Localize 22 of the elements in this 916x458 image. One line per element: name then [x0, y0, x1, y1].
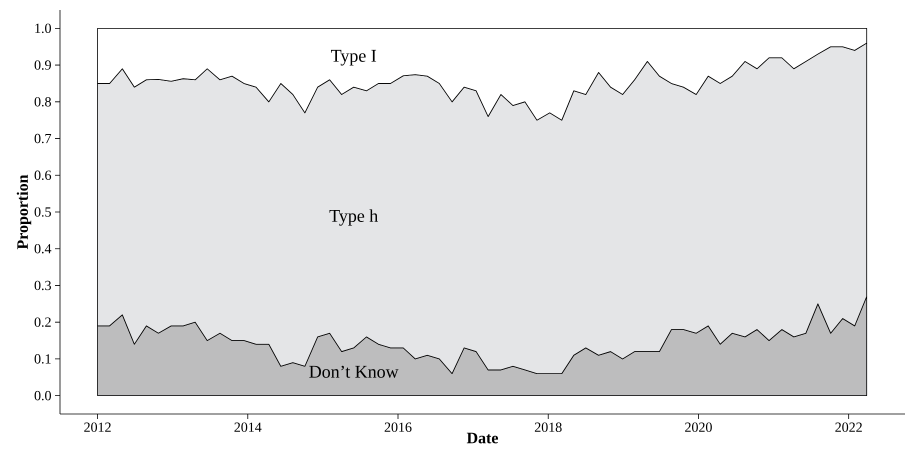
series-label: Type I	[330, 50, 376, 66]
x-axis-title: Date	[466, 432, 498, 444]
y-tick-label: 1.0	[35, 24, 51, 34]
series-label: Type h	[329, 209, 378, 226]
x-tick-label: 2018	[534, 422, 562, 432]
x-tick-label: 2012	[84, 422, 111, 432]
y-tick-label: 0.5	[34, 207, 51, 217]
y-axis-title: Proportion	[16, 174, 32, 250]
x-tick-label: 2022	[835, 422, 862, 432]
y-tick-label: 0.4	[34, 244, 52, 254]
y-tick-label: 0.2	[34, 317, 51, 327]
y-tick-label: 0.0	[34, 390, 51, 400]
y-tick-label: 0.7	[34, 134, 52, 144]
x-tick-label: 2020	[685, 422, 712, 432]
y-tick-label: 0.1	[34, 354, 51, 364]
y-tick-label: 0.8	[34, 97, 51, 107]
x-tick-label: 2016	[384, 422, 412, 432]
y-tick-label: 0.6	[34, 170, 52, 180]
x-tick-label: 2014	[234, 422, 262, 432]
y-tick-label: 0.9	[34, 60, 51, 70]
series-label: Don’t Know	[309, 366, 399, 378]
y-tick-label: 0.3	[34, 280, 51, 290]
